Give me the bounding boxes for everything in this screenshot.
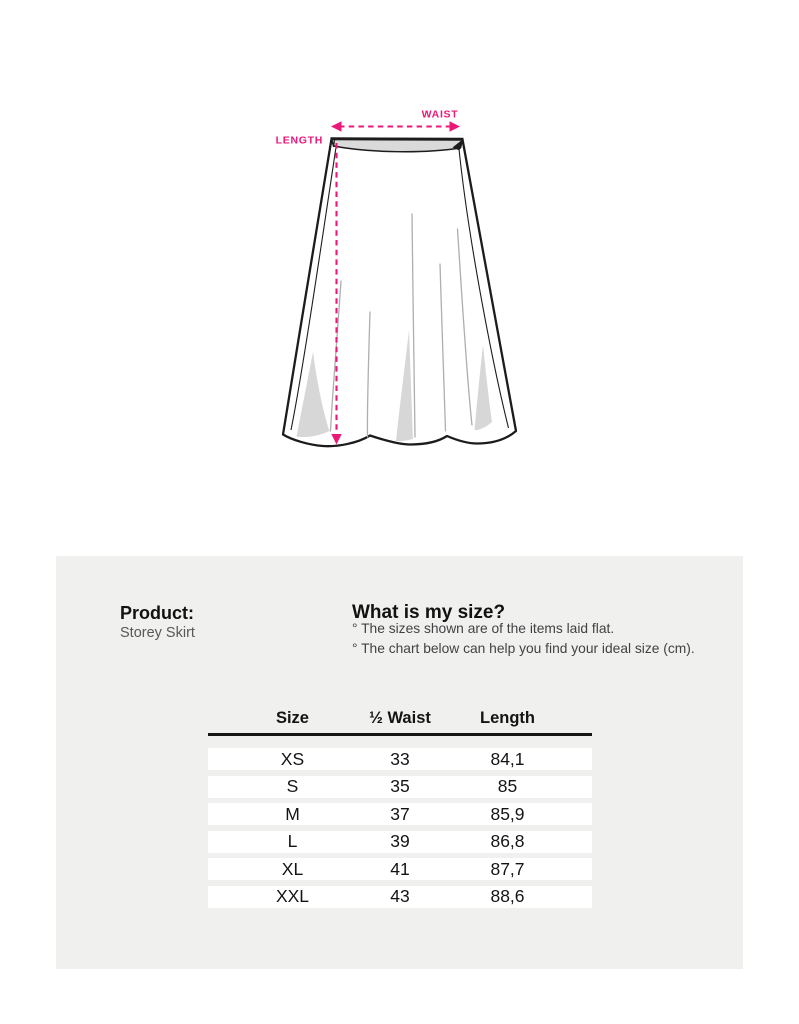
length-measure: LENGTH [276,135,342,445]
skirt-shading [296,330,492,442]
table-cell: 86,8 [490,831,525,851]
size-question-heading: What is my size? [352,601,506,623]
table-row: XL 41 87,7 [208,858,592,880]
table-cell: XL [281,858,304,879]
table-row: XXL 43 88,6 [208,885,592,908]
skirt-waistband-left-tick [332,139,336,148]
size-table-header: Size ½ Waist Length [208,706,592,730]
table-cell: 84,1 [490,748,525,769]
table-row: XS 33 84,1 [208,748,592,770]
table-cell: 33 [390,748,410,769]
table-cell: 43 [390,886,410,906]
sizing-notes: ° The sizes shown are of the items laid … [352,619,695,659]
size-table-column-header: ½ Waist [369,708,431,727]
skirt-outline [281,137,518,448]
table-cell: 41 [390,858,410,879]
size-table-column-header: Length [480,708,535,727]
table-cell: XS [280,748,305,769]
table-cell: 37 [390,803,410,824]
table-cell: 35 [390,776,410,796]
skirt-waistband [330,138,464,153]
size-guide-panel: Product: Storey Skirt What is my size? °… [56,556,743,969]
table-row: L 39 86,8 [208,830,592,853]
table-cell: S [286,776,299,796]
table-cell: 85,9 [490,803,525,824]
table-cell: 88,6 [490,886,525,906]
waist-arrow-right [449,121,460,132]
skirt-inner-lines [290,143,510,431]
size-table: Size ½ Waist Length XS 33 84,1 S 35 85 M 37 85,9 L 3… [208,706,592,913]
product-name: Storey Skirt [120,625,195,641]
table-cell: 85 [497,776,518,796]
waist-measure: WAIST [331,109,460,132]
waist-label: WAIST [422,109,459,121]
sizing-note-line: ° The sizes shown are of the items laid … [352,621,615,636]
skirt-waistband-top-edge [330,137,464,141]
size-table-column-header: Size [275,708,309,727]
table-cell: 87,7 [490,858,525,879]
skirt-fold-lines [329,213,473,438]
skirt-waistband-notch [452,139,463,151]
product-heading: Product: [120,602,194,623]
table-cell: M [285,803,300,824]
size-table-body: XS 33 84,1 S 35 85 M 37 85,9 L 39 86,8 XL 41 87,7 XXL 43… [208,748,592,908]
table-cell: 39 [390,831,410,851]
skirt-diagram: WAIST LENGTH [276,109,518,448]
table-row: M 37 85,9 [208,803,592,825]
table-cell: XXL [275,886,310,906]
length-label: LENGTH [276,135,323,147]
length-arrow-down [331,434,342,445]
table-row: S 35 85 [208,775,592,798]
waist-arrow-left [331,121,342,132]
table-cell: L [287,831,298,851]
sizing-note-line: ° The chart below can help you find your… [352,641,695,656]
size-table-header-rule [208,733,592,736]
